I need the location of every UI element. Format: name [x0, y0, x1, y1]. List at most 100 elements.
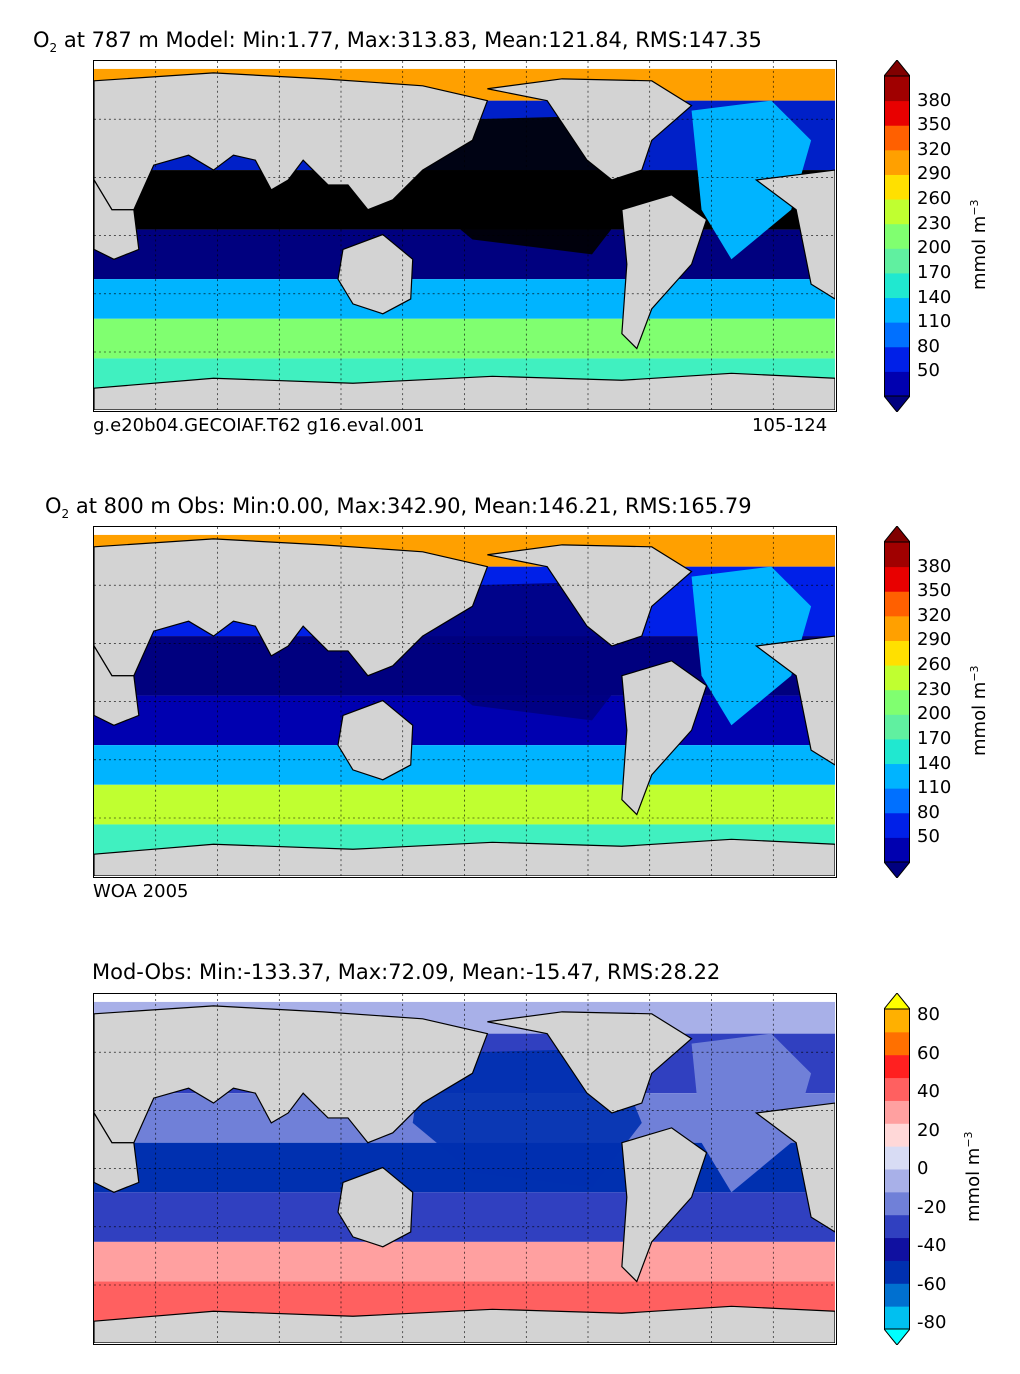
colorbar-tick-label: 80: [917, 1004, 940, 1025]
colorbar-segment: [884, 346, 910, 372]
units-main: mmol m: [969, 215, 990, 290]
colorbar-segment: [884, 665, 910, 691]
colorbar-tick-label: 80: [917, 801, 940, 823]
panel-2-title: O2 at 800 m Obs: Min:0.00, Max:342.90, M…: [45, 494, 752, 521]
africa-right-land: [754, 1102, 835, 1233]
colorbar-svg: [882, 525, 912, 879]
colorbar-segment: [884, 1146, 910, 1170]
colorbar-segment: [884, 566, 910, 592]
units-sup: −3: [962, 1131, 975, 1148]
colorbar-tick-label: 380: [917, 89, 952, 111]
colorbar-tick-label: 140: [917, 752, 952, 774]
panel-1-map: [93, 60, 837, 412]
colorbar-tick-label: 380: [917, 555, 952, 577]
colorbar-segment: [884, 763, 910, 789]
colorbar-segment: [884, 1306, 910, 1330]
colorbar-segment: [884, 322, 910, 348]
colorbar-tick-label: 320: [917, 138, 952, 160]
africa-right-land: [754, 635, 835, 766]
colorbar-tick-label: 170: [917, 261, 952, 283]
title-sub: 2: [49, 41, 58, 56]
colorbar-segment: [884, 1169, 910, 1193]
panel-3-title: Mod-Obs: Min:-133.37, Max:72.09, Mean:-1…: [92, 960, 720, 984]
panel-1-footer-right: 105-124: [752, 415, 828, 436]
panel-1-units: mmol m−3: [968, 199, 990, 290]
colorbar-tick-label: -40: [917, 1235, 947, 1256]
colorbar-tick-label: 260: [917, 188, 952, 210]
eurasia-land: [94, 1005, 489, 1144]
colorbar-frame: [884, 541, 910, 863]
panel-2-colorbar: [882, 525, 912, 879]
colorbar-segment: [884, 149, 910, 175]
colorbar-tick-label: 350: [917, 580, 952, 602]
atlantic-region: [691, 1033, 812, 1193]
colorbar-tick-label: 290: [917, 163, 952, 185]
africa-left-land: [94, 644, 140, 726]
panel-1-colorbar: [882, 59, 912, 413]
colorbar-svg: [882, 992, 912, 1346]
title-rest: Mod-Obs: Min:-133.37, Max:72.09, Mean:-1…: [92, 960, 721, 984]
colorbar-tick-label: 110: [917, 311, 952, 333]
colorbar-tick-label: 140: [917, 286, 952, 308]
atlantic-region: [691, 566, 812, 726]
colorbar-extend-min: [882, 395, 912, 413]
colorbar-tick-label: 50: [917, 360, 940, 382]
colorbar-segment: [884, 1260, 910, 1284]
colorbar-segment: [884, 591, 910, 617]
colorbar-segment: [884, 76, 910, 102]
north-america-land: [487, 544, 693, 647]
colorbar-segment: [884, 248, 910, 274]
panel-3-map: [93, 993, 837, 1345]
colorbar-segment: [884, 788, 910, 814]
colorbar-segment: [884, 125, 910, 151]
colorbar-segment: [884, 714, 910, 740]
colorbar-tick-label: 50: [917, 826, 940, 848]
south-america-land: [621, 1127, 708, 1283]
colorbar-tick-label: 40: [917, 1081, 940, 1102]
colorbar-tick-label: -80: [917, 1312, 947, 1333]
panel-2-map: [93, 526, 837, 878]
colorbar-segment: [884, 1077, 910, 1101]
units-sup: −3: [968, 665, 981, 682]
panel-3-units: mmol m−3: [962, 1131, 984, 1222]
colorbar-tick-label: 110: [917, 777, 952, 799]
colorbar-tick-label: -20: [917, 1196, 947, 1218]
colorbar-tick-label: 200: [917, 703, 952, 725]
colorbar-segment: [884, 174, 910, 200]
panel-1-footer-left: g.e20b04.GECOIAF.T62 g16.eval.001: [93, 415, 425, 436]
colorbar-extend-max: [882, 992, 912, 1010]
africa-left-land: [94, 1111, 140, 1193]
colorbar-segment: [884, 199, 910, 225]
colorbar-segment: [884, 1237, 910, 1261]
colorbar-tick-label: 200: [917, 237, 952, 259]
colorbar-tick-label: 350: [917, 114, 952, 136]
arctic-fringe: [94, 61, 835, 69]
colorbar-frame: [884, 75, 910, 397]
colorbar-segment: [884, 223, 910, 249]
arctic-fringe: [94, 527, 835, 535]
map-svg: [94, 61, 835, 410]
colorbar-segment: [884, 272, 910, 299]
colorbar-segment: [884, 738, 910, 765]
north-america-land: [487, 1011, 693, 1114]
colorbar-segment: [884, 1009, 910, 1033]
colorbar-tick-label: 170: [917, 727, 952, 749]
colorbar-extend-max: [882, 59, 912, 77]
colorbar-segment: [884, 1100, 910, 1124]
units-main: mmol m: [969, 681, 990, 756]
colorbar-segment: [884, 100, 910, 126]
atlantic-region: [691, 100, 812, 260]
colorbar-extend-min: [882, 1328, 912, 1346]
arctic-fringe: [94, 994, 835, 1002]
title-rest: at 800 m Obs: Min:0.00, Max:342.90, Mean…: [69, 494, 752, 518]
colorbar-segment: [884, 1191, 910, 1216]
colorbar-tick-label: 60: [917, 1042, 940, 1064]
colorbar-segment: [884, 689, 910, 715]
colorbar-segment: [884, 812, 910, 838]
antarctica-land: [94, 372, 835, 410]
title-prefix: O: [45, 494, 62, 518]
colorbar-tick-label: 0: [917, 1158, 929, 1179]
colorbar-tick-label: 320: [917, 604, 952, 626]
colorbar-tick-label: 290: [917, 629, 952, 651]
colorbar-tick-label: 80: [917, 335, 940, 357]
